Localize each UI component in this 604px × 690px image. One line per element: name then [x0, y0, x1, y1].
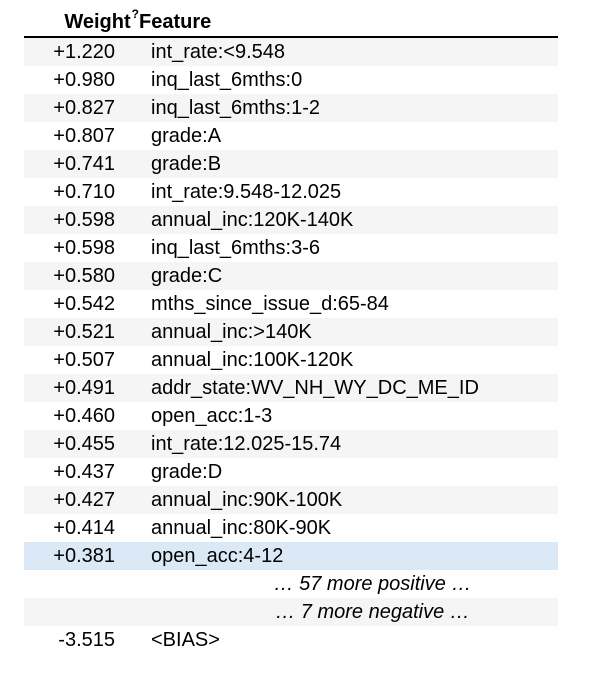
weight-cell: +0.980 [24, 66, 139, 94]
weight-cell: +0.491 [24, 374, 139, 402]
table-row: +0.598 inq_last_6mths:3-6 [24, 234, 558, 262]
weight-cell: +0.381 [24, 542, 139, 570]
table-row: +0.807 grade:A [24, 122, 558, 150]
weight-help-mark[interactable]: ? [131, 7, 139, 22]
weight-cell: +0.460 [24, 402, 139, 430]
more-positive-label: … 57 more positive … [139, 570, 558, 598]
weights-table-body: +1.220 int_rate:<9.548 +0.980 inq_last_6mt… [24, 37, 558, 654]
feature-cell: int_rate:9.548-12.025 [139, 178, 558, 206]
empty-cell [24, 570, 139, 598]
weight-cell: +0.414 [24, 514, 139, 542]
weight-cell: +0.437 [24, 458, 139, 486]
feature-column-header: Feature [139, 8, 558, 38]
bias-feature-cell: <BIAS> [139, 626, 558, 654]
table-row: +1.220 int_rate:<9.548 [24, 37, 558, 66]
table-row: +0.741 grade:B [24, 150, 558, 178]
table-row: +0.521 annual_inc:>140K [24, 318, 558, 346]
feature-cell: mths_since_issue_d:65-84 [139, 290, 558, 318]
table-row: +0.598 annual_inc:120K-140K [24, 206, 558, 234]
feature-cell: annual_inc:90K-100K [139, 486, 558, 514]
weight-cell: +0.741 [24, 150, 139, 178]
table-row: +0.381 open_acc:4-12 [24, 542, 558, 570]
weight-column-header: Weight? [24, 7, 139, 38]
weight-header-label: Weight [64, 11, 131, 33]
feature-cell: annual_inc:120K-140K [139, 206, 558, 234]
empty-cell [24, 598, 139, 626]
feature-cell: grade:C [139, 262, 558, 290]
feature-cell: annual_inc:>140K [139, 318, 558, 346]
more-negative-label: … 7 more negative … [139, 598, 558, 626]
table-row: +0.460 open_acc:1-3 [24, 402, 558, 430]
table-row: +0.491 addr_state:WV_NH_WY_DC_ME_ID [24, 374, 558, 402]
feature-weights-table: Weight? Feature +1.220 int_rate:<9.548 +0… [24, 8, 558, 654]
weight-cell: +0.427 [24, 486, 139, 514]
table-row: +0.580 grade:C [24, 262, 558, 290]
weight-cell: +0.521 [24, 318, 139, 346]
weight-cell: +0.580 [24, 262, 139, 290]
feature-cell: inq_last_6mths:1-2 [139, 94, 558, 122]
table-header-row: Weight? Feature [24, 7, 558, 38]
table-row: +0.542 mths_since_issue_d:65-84 [24, 290, 558, 318]
feature-cell: int_rate:12.025-15.74 [139, 430, 558, 458]
feature-cell: addr_state:WV_NH_WY_DC_ME_ID [139, 374, 558, 402]
bias-weight-cell: -3.515 [24, 626, 139, 654]
more-negative-row: … 7 more negative … [24, 598, 558, 626]
weight-cell: +0.598 [24, 234, 139, 262]
weight-cell: +0.827 [24, 94, 139, 122]
feature-cell: grade:A [139, 122, 558, 150]
table-row: +0.427 annual_inc:90K-100K [24, 486, 558, 514]
feature-cell: grade:D [139, 458, 558, 486]
feature-cell: int_rate:<9.548 [139, 37, 558, 66]
feature-cell: annual_inc:80K-90K [139, 514, 558, 542]
bias-row: -3.515 <BIAS> [24, 626, 558, 654]
table-row: +0.414 annual_inc:80K-90K [24, 514, 558, 542]
table-row: +0.507 annual_inc:100K-120K [24, 346, 558, 374]
feature-cell: inq_last_6mths:3-6 [139, 234, 558, 262]
weight-cell: +0.710 [24, 178, 139, 206]
more-positive-row: … 57 more positive … [24, 570, 558, 598]
weight-cell: +0.542 [24, 290, 139, 318]
table-row: +0.980 inq_last_6mths:0 [24, 66, 558, 94]
feature-cell: open_acc:1-3 [139, 402, 558, 430]
weight-cell: +1.220 [24, 37, 139, 66]
table-row: +0.710 int_rate:9.548-12.025 [24, 178, 558, 206]
weight-cell: +0.598 [24, 206, 139, 234]
table-row: +0.455 int_rate:12.025-15.74 [24, 430, 558, 458]
table-row: +0.437 grade:D [24, 458, 558, 486]
weight-cell: +0.507 [24, 346, 139, 374]
feature-cell: grade:B [139, 150, 558, 178]
feature-cell: inq_last_6mths:0 [139, 66, 558, 94]
feature-cell: open_acc:4-12 [139, 542, 558, 570]
weight-cell: +0.807 [24, 122, 139, 150]
feature-cell: annual_inc:100K-120K [139, 346, 558, 374]
table-row: +0.827 inq_last_6mths:1-2 [24, 94, 558, 122]
weight-cell: +0.455 [24, 430, 139, 458]
